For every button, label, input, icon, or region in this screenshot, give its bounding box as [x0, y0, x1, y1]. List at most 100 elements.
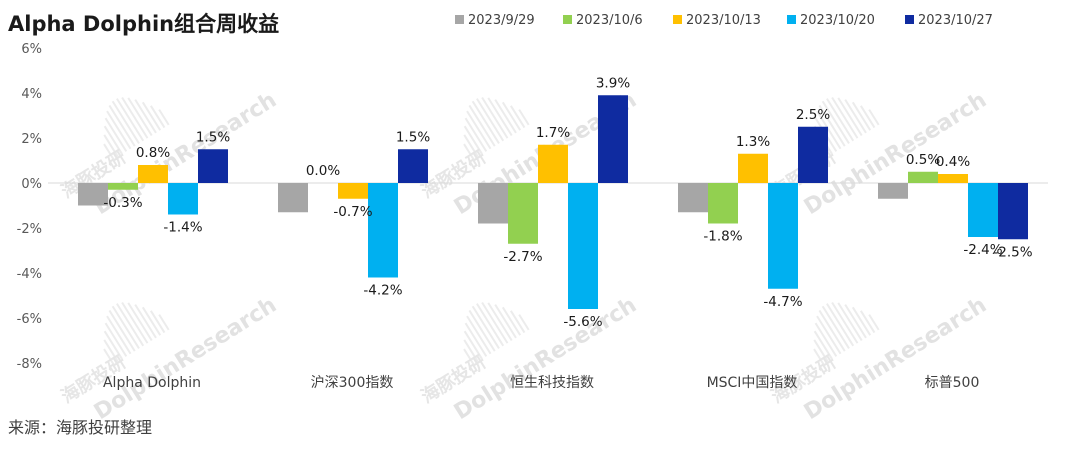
- watermark-stripe: [103, 134, 119, 158]
- chart-title: Alpha Dolphin组合周收益: [8, 12, 279, 36]
- data-label: 0.0%: [306, 163, 340, 179]
- legend-item: 2023/9/29: [455, 13, 535, 28]
- data-label: 0.4%: [936, 154, 970, 170]
- watermark-stripe: [501, 101, 522, 131]
- watermark-stripe: [103, 143, 115, 160]
- watermark-stripe: [510, 105, 526, 129]
- watermark-stripe: [158, 314, 170, 331]
- watermark-stripe: [471, 305, 500, 349]
- bar: [938, 174, 968, 183]
- watermark-stripe: [121, 96, 149, 139]
- watermark-stripe: [860, 105, 876, 129]
- watermark-stripe: [103, 330, 123, 360]
- watermark-stripe: [111, 100, 140, 144]
- category-label: 恒生科技指数: [510, 375, 594, 391]
- watermark-stripe: [108, 104, 136, 147]
- watermark-stripe: [134, 99, 157, 134]
- data-label: 1.5%: [196, 129, 230, 145]
- data-label: 1.5%: [396, 129, 430, 145]
- y-axis: 6% 4% 2% 0% -2% -4% -6% -8%: [17, 42, 42, 372]
- legend-label: 2023/9/29: [468, 13, 535, 28]
- watermark-stripe: [108, 309, 136, 352]
- watermark-stripe: [844, 304, 867, 339]
- watermark-stripe: [103, 125, 123, 155]
- bar: [368, 183, 398, 278]
- data-label: -2.5%: [993, 244, 1032, 260]
- watermark-stripe: [103, 339, 119, 363]
- watermark-stripe: [106, 110, 132, 150]
- data-label: -5.6%: [563, 314, 602, 330]
- watermark-stripe: [831, 301, 859, 344]
- bar: [538, 144, 568, 183]
- watermark-stripe: [463, 143, 475, 160]
- watermark-stripe: [463, 330, 483, 360]
- y-tick-label: 6%: [21, 42, 42, 57]
- bar: [968, 183, 998, 237]
- watermark-stripe: [464, 117, 488, 152]
- legend-label: 2023/10/27: [918, 13, 993, 28]
- watermark-stripe: [510, 310, 526, 334]
- bar: [278, 183, 308, 213]
- watermark-stripe: [868, 314, 880, 331]
- watermark-stripe: [826, 98, 855, 142]
- bar: [998, 183, 1028, 240]
- bar: [168, 183, 198, 215]
- bar: [768, 183, 798, 289]
- watermark-stripe: [481, 96, 509, 139]
- watermark-stripe: [116, 98, 145, 142]
- watermark-stripe: [837, 302, 863, 342]
- legend-label: 2023/10/20: [800, 13, 875, 28]
- watermark-stripe: [463, 125, 483, 155]
- y-tick-label: 2%: [21, 132, 42, 147]
- watermark-stripe: [466, 315, 492, 355]
- watermark-stripe: [111, 305, 140, 349]
- bar: [398, 149, 428, 183]
- bar: [878, 183, 908, 199]
- watermark-stripe: [868, 109, 880, 126]
- watermark-stripe: [150, 105, 166, 129]
- data-label: -1.4%: [163, 220, 202, 236]
- legend-swatch: [787, 15, 796, 24]
- legend-label: 2023/10/13: [686, 13, 761, 28]
- watermark-stripe: [468, 104, 496, 147]
- bar: [338, 183, 368, 199]
- data-label: 0.8%: [136, 145, 170, 161]
- watermark-stripe: [481, 301, 509, 344]
- watermark-stripe: [813, 330, 833, 360]
- watermark-stripe: [463, 348, 475, 365]
- bar: [708, 183, 738, 224]
- bar: [108, 183, 138, 190]
- bar: [198, 149, 228, 183]
- bar: [138, 165, 168, 183]
- category-label: Alpha Dolphin: [103, 375, 201, 391]
- category-label: 沪深300指数: [311, 375, 394, 391]
- watermark-stripe: [104, 322, 128, 357]
- data-label: 3.9%: [596, 75, 630, 91]
- watermark-stripe: [476, 303, 505, 347]
- legend-swatch: [563, 15, 572, 24]
- data-label: -2.7%: [503, 249, 542, 265]
- data-labels: -0.3% 0.0% -2.7% -1.8% 0.5% 0.8% -0.7% 1.7% 1.3%…: [103, 75, 1032, 330]
- bar: [78, 183, 108, 206]
- watermark-stripe: [103, 348, 115, 365]
- watermark-stripe: [127, 97, 153, 137]
- watermark-stripe: [821, 305, 850, 349]
- watermark-stripe: [826, 303, 855, 347]
- watermark-stripe: [141, 306, 162, 336]
- watermark-stripe: [821, 100, 850, 144]
- x-axis: Alpha Dolphin 沪深300指数 恒生科技指数 MSCI中国指数 标普500: [103, 375, 979, 391]
- watermark-stripe: [471, 100, 500, 144]
- bar: [508, 183, 538, 244]
- watermark-stripe: [104, 117, 128, 152]
- watermark-stripe: [844, 99, 867, 134]
- watermark-stripe: [116, 303, 145, 347]
- watermark-stripe: [518, 109, 530, 126]
- watermark-stripe: [816, 315, 842, 355]
- watermark-stripe: [494, 99, 517, 134]
- legend-swatch: [673, 15, 682, 24]
- bar: [908, 171, 938, 183]
- y-tick-label: -6%: [17, 312, 42, 327]
- data-label: 2.5%: [796, 107, 830, 123]
